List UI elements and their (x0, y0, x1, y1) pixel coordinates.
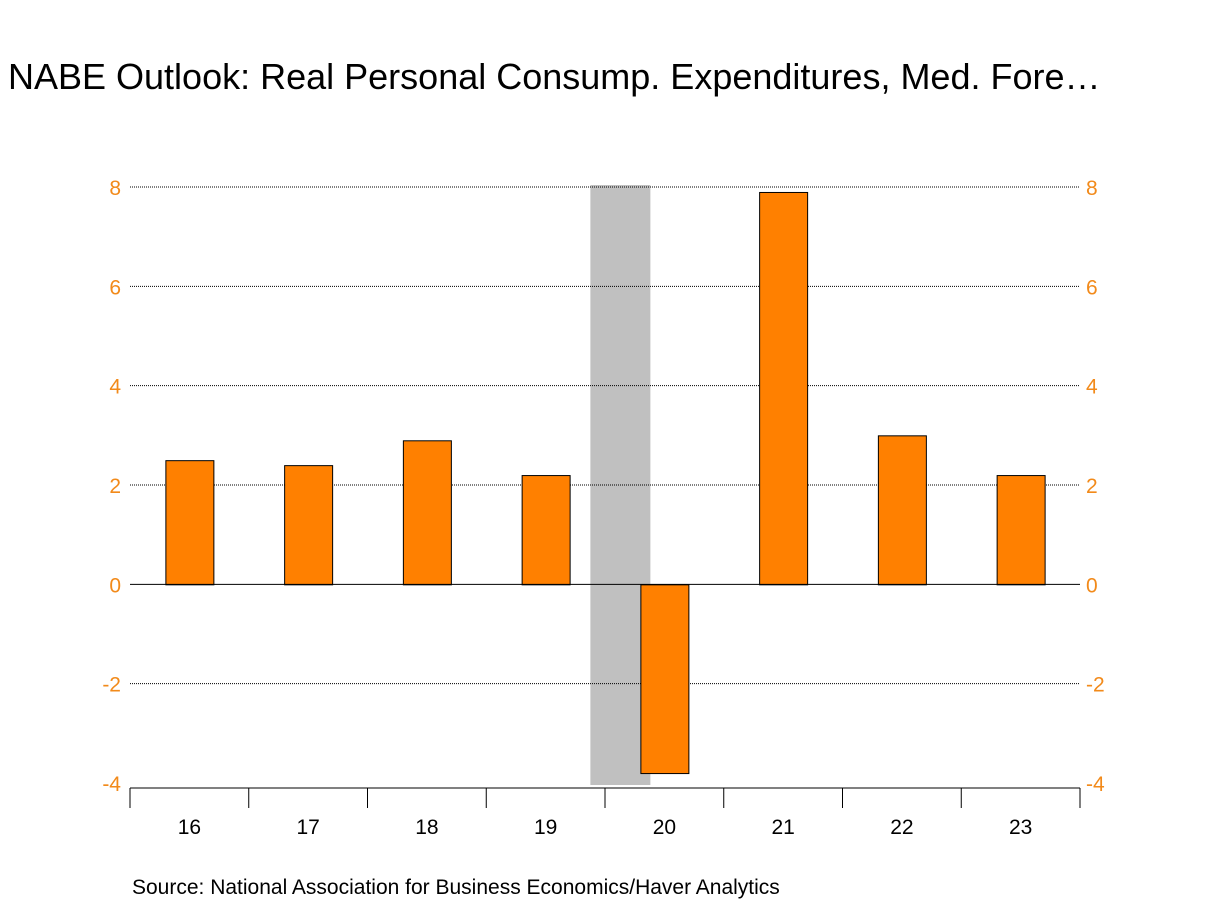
y-tick-label-right--4: -4 (1086, 773, 1105, 796)
y-tick-label-right-2: 2 (1086, 475, 1098, 498)
x-tick-label-23: 23 (1009, 816, 1032, 839)
y-tick-label-left-0: 0 (109, 574, 121, 597)
bar-23 (996, 475, 1046, 586)
y-tick-label-right-0: 0 (1086, 574, 1098, 597)
bar-16 (165, 460, 215, 586)
y-tick-label-left-2: 2 (109, 475, 121, 498)
x-tick-label-16: 16 (178, 816, 201, 839)
x-tick-label-19: 19 (534, 816, 557, 839)
bars-layer (165, 191, 1046, 775)
source-note: Source: National Association for Busines… (132, 876, 780, 899)
chart-title: NABE Outlook: Real Personal Consump. Exp… (8, 56, 1101, 97)
x-tick-label-20: 20 (653, 816, 676, 839)
bar-20 (640, 584, 690, 775)
y-tick-label-left--2: -2 (102, 674, 121, 697)
x-tick-label-22: 22 (890, 816, 913, 839)
y-tick-label-right--2: -2 (1086, 674, 1105, 697)
x-tick-label-21: 21 (771, 816, 794, 839)
axes-layer (129, 583, 1081, 808)
y-tick-label-left-6: 6 (109, 276, 121, 299)
bar-18 (402, 440, 452, 586)
x-tick-label-17: 17 (296, 816, 319, 839)
bar-21 (759, 191, 809, 586)
y-tick-label-right-6: 6 (1086, 276, 1098, 299)
x-tick-label-18: 18 (415, 816, 438, 839)
bar-19 (521, 475, 571, 586)
bar-22 (877, 435, 927, 586)
y-tick-label-right-4: 4 (1086, 376, 1098, 399)
bar-17 (284, 465, 334, 586)
y-tick-label-left-8: 8 (109, 177, 121, 200)
tick-labels-layer: 16 17 18 19 20 21 22 23-4 -4-2 -20 02 24 46 68 8 (102, 177, 1105, 839)
y-tick-label-left--4: -4 (102, 773, 121, 796)
y-tick-label-left-4: 4 (109, 376, 121, 399)
y-tick-label-right-8: 8 (1086, 177, 1098, 200)
